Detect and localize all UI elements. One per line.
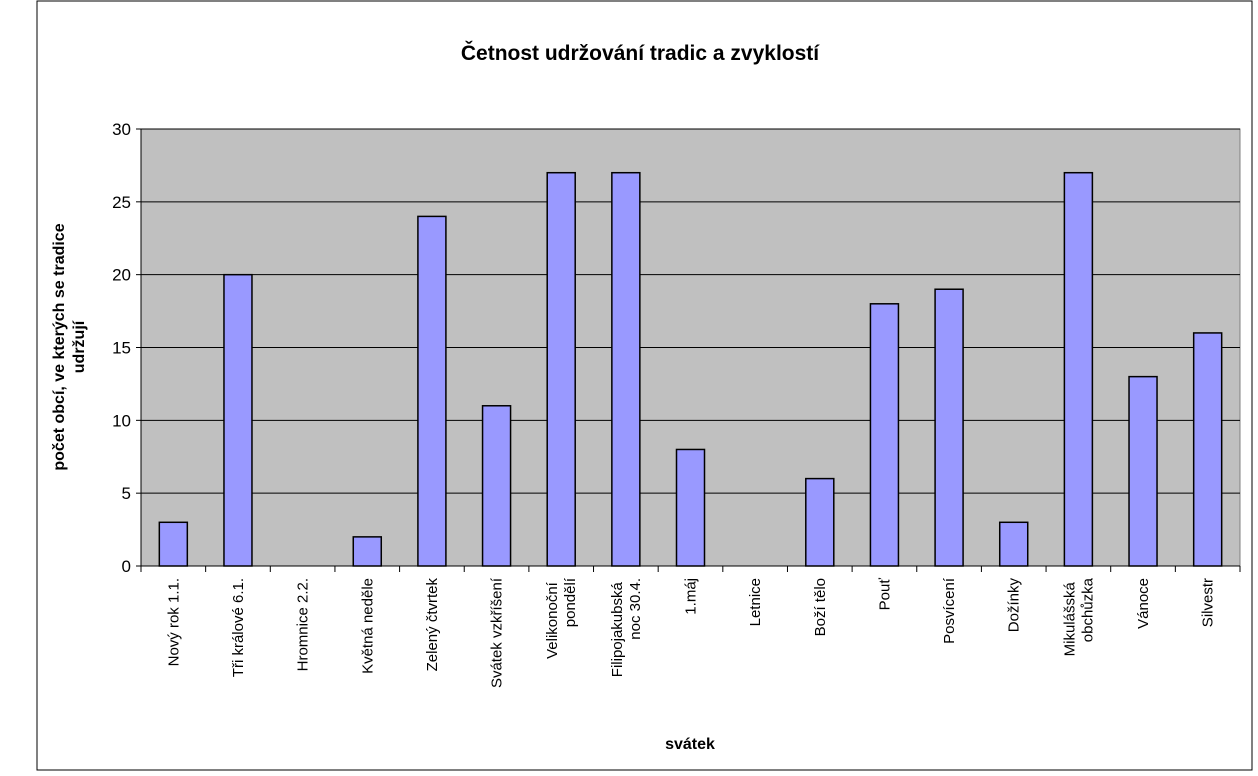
x-tick-label: Svátek vzkříšení	[489, 577, 506, 688]
x-tick-label: 1.máj	[683, 578, 700, 615]
bar	[1192, 332, 1223, 567]
x-axis-label: svátek	[665, 736, 715, 753]
y-axis-label: udržují	[71, 320, 88, 373]
bar	[481, 405, 512, 567]
bar	[805, 477, 835, 567]
y-tick-label: 15	[112, 339, 131, 358]
y-tick-label: 30	[112, 120, 131, 139]
bar	[1128, 375, 1158, 567]
x-tick-label: Posvícení	[941, 577, 958, 644]
y-tick-label: 0	[122, 557, 131, 576]
y-tick-label: 20	[112, 266, 131, 285]
bar	[417, 215, 447, 567]
bar	[1063, 171, 1094, 567]
x-tick-label: Květná neděle	[359, 578, 376, 674]
x-tick-label: Silvestr	[1200, 578, 1217, 627]
x-tick-label: Nový rok 1.1.	[165, 578, 182, 666]
chart-title: Četnost udržování tradic a zvyklostí	[461, 41, 820, 65]
x-tick-label: Filipojakubská noc 30.4.	[609, 578, 644, 677]
bar	[352, 536, 383, 567]
x-tick-label: Mikulášská obchůzka	[1061, 577, 1096, 656]
bar	[934, 288, 964, 567]
bar	[158, 521, 189, 567]
x-tick-label: Pouť	[876, 578, 893, 611]
bar	[869, 303, 900, 567]
bar	[611, 171, 641, 567]
y-tick-label: 25	[112, 193, 131, 212]
bar	[675, 448, 706, 567]
x-tick-label: Zelený čtvrtek	[424, 578, 441, 672]
x-tick-label: Tři králové 6.1.	[230, 578, 247, 677]
x-tick-label: Hromnice 2.2.	[295, 578, 312, 671]
bar	[998, 521, 1029, 567]
x-tick-label: Vánoce	[1135, 578, 1152, 629]
y-tick-label: 5	[122, 484, 131, 503]
x-tick-label: Letnice	[747, 578, 764, 626]
x-tick-label: Velikonoční pondělí	[544, 577, 579, 659]
x-tick-label: Boží tělo	[812, 578, 829, 636]
bar	[223, 273, 253, 567]
x-tick-label: Dožínky	[1006, 578, 1023, 633]
y-tick-label: 10	[112, 411, 131, 430]
y-axis-label: počet obcí, ve kterých se tradice	[51, 223, 68, 470]
bar	[546, 171, 576, 567]
